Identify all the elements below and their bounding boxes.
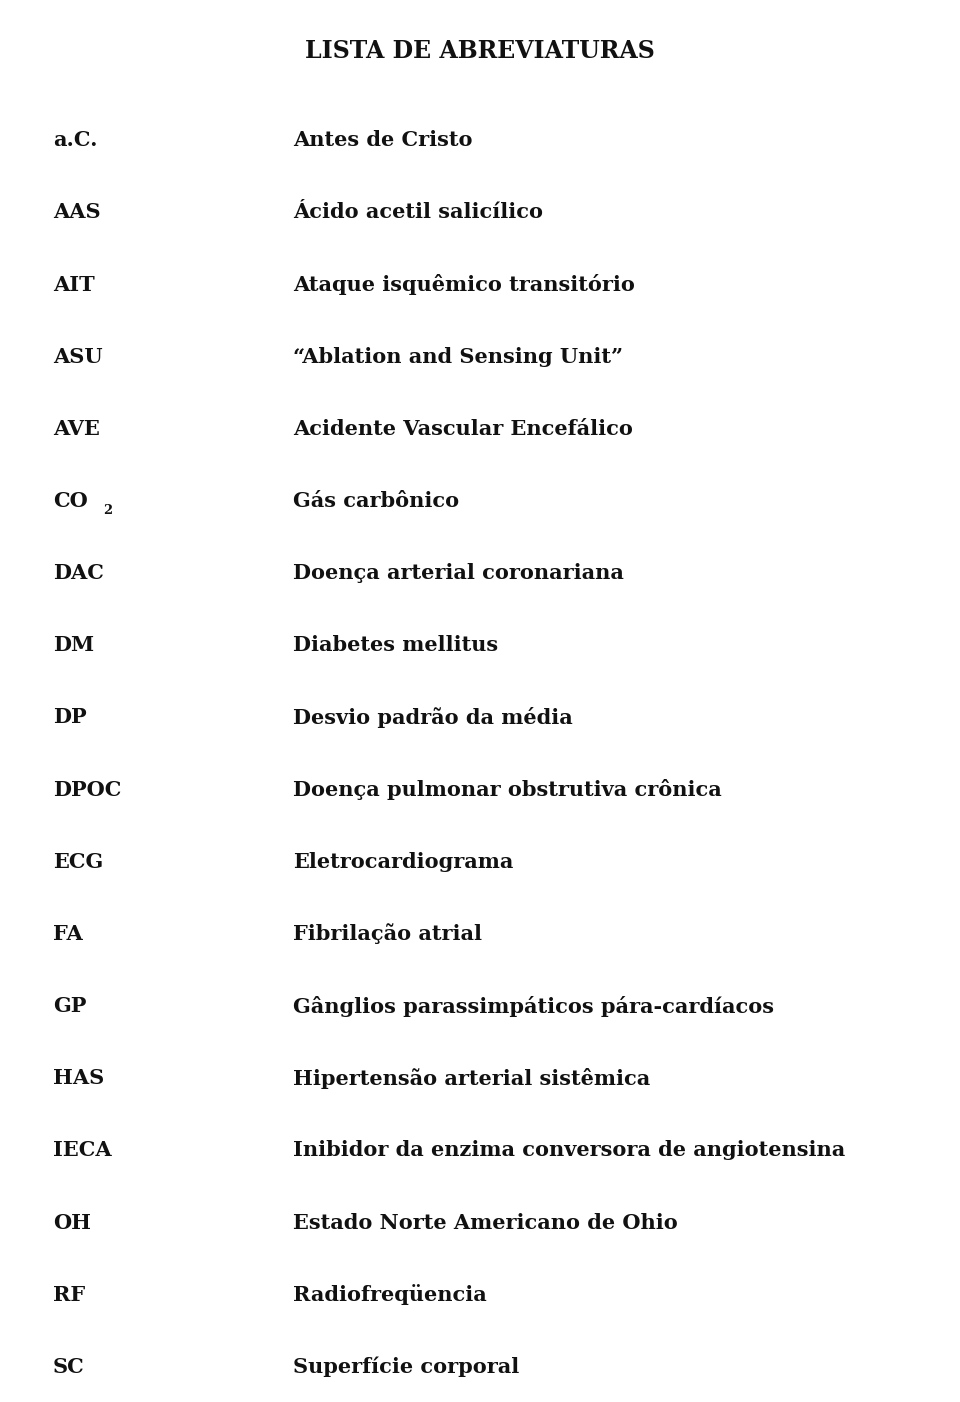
Text: DAC: DAC — [53, 564, 104, 583]
Text: Superfície corporal: Superfície corporal — [293, 1357, 519, 1377]
Text: DP: DP — [53, 708, 86, 728]
Text: IECA: IECA — [53, 1140, 111, 1161]
Text: CO: CO — [53, 491, 87, 510]
Text: a.C.: a.C. — [53, 130, 97, 150]
Text: OH: OH — [53, 1213, 91, 1232]
Text: Gás carbônico: Gás carbônico — [293, 491, 459, 510]
Text: Gânglios parassimpáticos pára-cardíacos: Gânglios parassimpáticos pára-cardíacos — [293, 995, 774, 1016]
Text: FA: FA — [53, 924, 83, 944]
Text: Fibrilação atrial: Fibrilação atrial — [293, 924, 482, 945]
Text: Hipertensão arterial sistêmica: Hipertensão arterial sistêmica — [293, 1068, 650, 1089]
Text: DPOC: DPOC — [53, 780, 121, 799]
Text: Acidente Vascular Encefálico: Acidente Vascular Encefálico — [293, 419, 633, 439]
Text: SC: SC — [53, 1357, 84, 1377]
Text: RF: RF — [53, 1284, 84, 1305]
Text: AVE: AVE — [53, 419, 100, 439]
Text: Estado Norte Americano de Ohio: Estado Norte Americano de Ohio — [293, 1213, 678, 1232]
Text: Ácido acetil salicílico: Ácido acetil salicílico — [293, 202, 542, 223]
Text: DM: DM — [53, 635, 94, 655]
Text: AIT: AIT — [53, 275, 94, 294]
Text: Radiofreqüencia: Radiofreqüencia — [293, 1284, 487, 1305]
Text: “Ablation and Sensing Unit”: “Ablation and Sensing Unit” — [293, 346, 623, 367]
Text: LISTA DE ABREVIATURAS: LISTA DE ABREVIATURAS — [305, 39, 655, 63]
Text: Antes de Cristo: Antes de Cristo — [293, 130, 472, 150]
Text: ECG: ECG — [53, 852, 103, 872]
Text: Doença arterial coronariana: Doença arterial coronariana — [293, 564, 624, 583]
Text: AAS: AAS — [53, 202, 101, 223]
Text: HAS: HAS — [53, 1068, 104, 1088]
Text: ASU: ASU — [53, 346, 103, 367]
Text: Eletrocardiograma: Eletrocardiograma — [293, 852, 514, 872]
Text: Ataque isquêmico transitório: Ataque isquêmico transitório — [293, 273, 635, 294]
Text: GP: GP — [53, 997, 86, 1016]
Text: Inibidor da enzima conversora de angiotensina: Inibidor da enzima conversora de angiote… — [293, 1140, 845, 1161]
Text: Desvio padrão da média: Desvio padrão da média — [293, 707, 572, 728]
Text: Diabetes mellitus: Diabetes mellitus — [293, 635, 498, 655]
Text: 2: 2 — [103, 505, 111, 517]
Text: Doença pulmonar obstrutiva crônica: Doença pulmonar obstrutiva crônica — [293, 780, 722, 801]
